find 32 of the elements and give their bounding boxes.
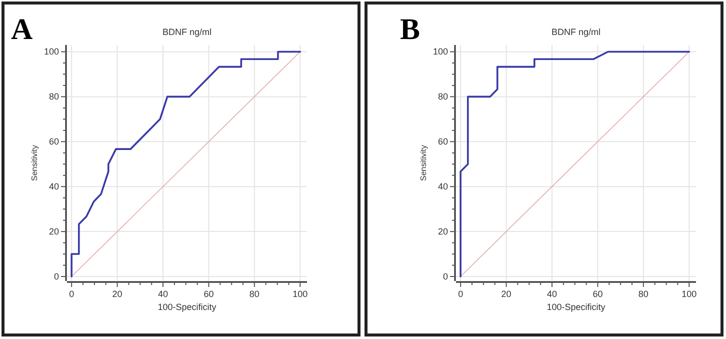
- x-axis-title: 100-Specificity: [158, 302, 217, 312]
- x-tick-label: 100: [682, 289, 697, 299]
- y-tick-label: 100: [44, 46, 59, 57]
- x-tick-label: 20: [112, 289, 122, 299]
- y-tick-label: 40: [438, 182, 448, 192]
- x-tick-label: 80: [638, 289, 648, 299]
- x-tick-label: 40: [158, 289, 168, 299]
- y-tick-label: 60: [48, 136, 59, 147]
- x-tick-label: 100: [292, 289, 308, 299]
- x-tick-label: 0: [69, 289, 74, 299]
- y-tick-label: 20: [438, 226, 448, 237]
- text: B: [400, 13, 420, 46]
- x-tick-label: 0: [458, 289, 464, 299]
- y-tick-label: 100: [432, 46, 448, 57]
- x-axis-title: 100-Specificity: [546, 302, 606, 312]
- y-axis-title: Sensitivity: [419, 144, 428, 182]
- y-axis-title: Sensitivity: [30, 144, 39, 182]
- x-tick-label: 60: [592, 289, 603, 299]
- x-tick-label: 20: [501, 289, 512, 299]
- text: A: [11, 13, 33, 46]
- x-tick-label: 80: [249, 289, 260, 299]
- chart-title: BDNF ng/ml: [551, 27, 601, 37]
- y-tick-label: 20: [48, 226, 59, 237]
- y-tick-label: 80: [48, 92, 59, 102]
- y-tick-label: 0: [442, 272, 448, 282]
- y-tick-label: 80: [438, 92, 448, 102]
- x-tick-label: 60: [204, 289, 214, 299]
- chart-title: BDNF ng/ml: [162, 27, 212, 37]
- y-tick-label: 60: [438, 136, 448, 147]
- x-tick-label: 40: [546, 289, 558, 299]
- y-tick-label: 40: [48, 182, 59, 192]
- y-tick-label: 0: [54, 272, 59, 282]
